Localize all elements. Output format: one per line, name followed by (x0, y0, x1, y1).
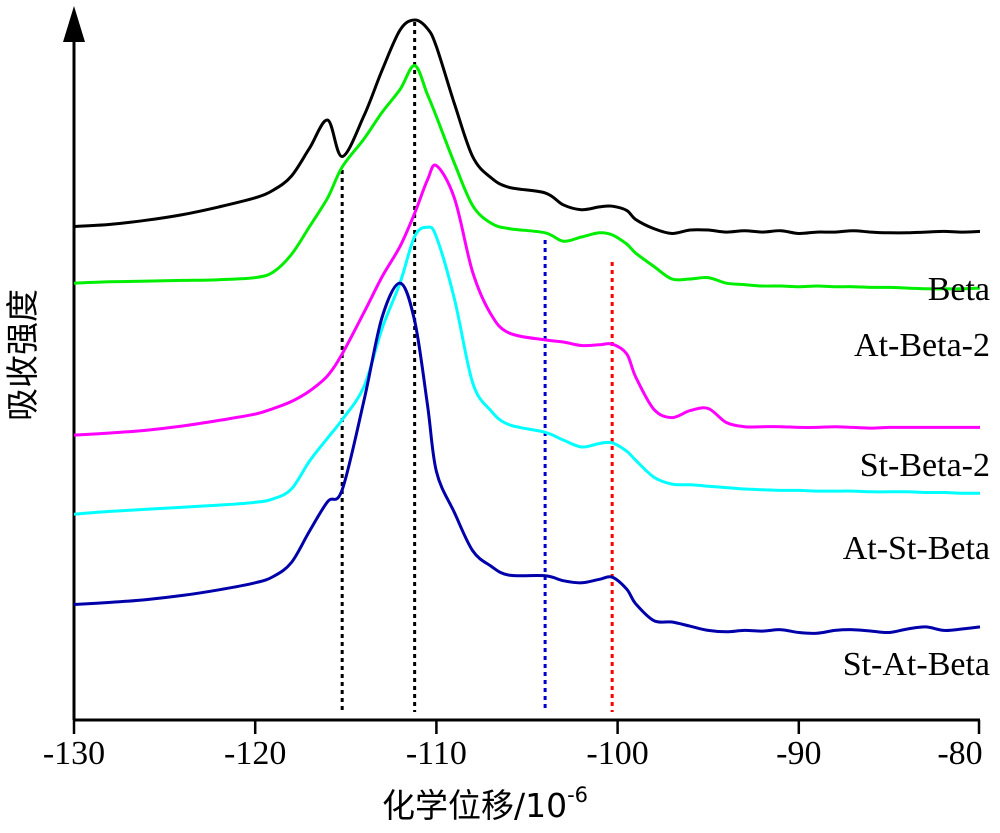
x-tick-label: -130 (43, 735, 105, 772)
x-tick-label: -110 (406, 735, 467, 772)
series-line-st-beta-2 (73, 163, 980, 437)
x-axis-ticks: -130 -120 -110 -100 -90 -80 (43, 720, 983, 772)
reference-lines (340, 22, 614, 712)
series-lines (73, 18, 981, 635)
series-line-at-beta-2 (73, 64, 981, 291)
series-label: St-At-Beta (843, 646, 990, 683)
x-tick-label: -120 (224, 735, 286, 772)
x-axis-title: 化学位移/10-6 (382, 783, 588, 825)
series-line-at-st-beta (73, 225, 981, 516)
series-label: St-Beta-2 (860, 447, 990, 484)
y-axis-arrow (63, 6, 85, 42)
series-label: Beta (928, 271, 990, 308)
series-line-st-at-beta (73, 281, 981, 635)
series-label: At-St-Beta (843, 530, 990, 567)
series-labels: Beta At-Beta-2 St-Beta-2 At-St-Beta St-At-Be… (843, 271, 990, 683)
series-label: At-Beta-2 (854, 327, 990, 364)
series-line-beta (73, 18, 981, 236)
x-tick-label: -100 (586, 735, 648, 772)
x-axis-title-superscript: -6 (567, 783, 588, 807)
y-axis-title: 吸收强度 (3, 289, 42, 421)
x-tick-label: -80 (937, 735, 982, 772)
x-tick-label: -90 (776, 735, 821, 772)
x-axis-title-main: 化学位移/10 (382, 786, 567, 825)
